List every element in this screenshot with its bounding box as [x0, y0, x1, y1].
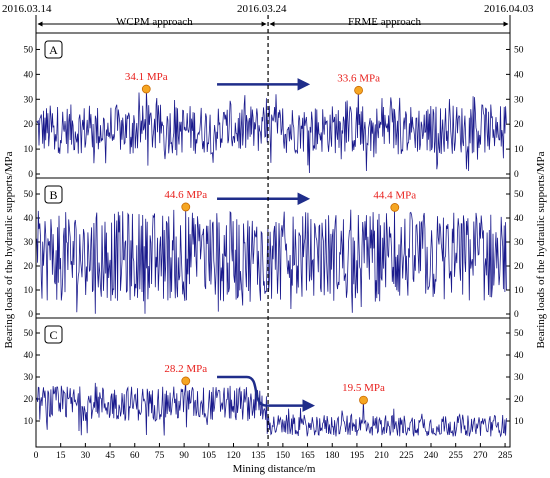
y-tick-label-right: 0: [514, 170, 519, 180]
x-axis-label: Mining distance/m: [233, 463, 316, 475]
y-tick-label-right: 40: [514, 351, 524, 361]
y-tick-label-left: 0: [28, 170, 33, 180]
x-tick-label: 150: [276, 451, 291, 461]
x-tick-label: 210: [375, 451, 390, 461]
series-line-c: [36, 380, 507, 438]
panel-label-a: A: [44, 40, 63, 59]
x-tick-label: 180: [325, 451, 340, 461]
y-tick-label-left: 30: [24, 238, 34, 248]
x-tick-label: 285: [498, 451, 513, 461]
trend-arrow: [217, 375, 315, 412]
panel-label-text: B: [49, 188, 57, 202]
y-tick-label-right: 40: [514, 214, 524, 224]
y-tick-label-right: 30: [514, 373, 524, 383]
y-tick-label-right: 50: [514, 45, 524, 55]
panel-label-text: C: [49, 328, 57, 342]
peak-marker: [181, 376, 191, 386]
panel-label-box: [44, 185, 63, 204]
y-tick-label-right: 30: [514, 238, 524, 248]
y-tick-label-left: 40: [24, 214, 34, 224]
x-tick-label: 135: [251, 451, 266, 461]
x-tick-label: 195: [350, 451, 365, 461]
panel-label-box: [44, 325, 63, 344]
wcpm-approach-label: WCPM approach: [116, 16, 193, 28]
plot-frame: [35, 32, 511, 448]
x-tick-label: 105: [202, 451, 217, 461]
y-tick-label-right: 20: [514, 120, 524, 130]
y-tick-label-left: 10: [24, 286, 34, 296]
y-tick-label-left: 0: [28, 310, 33, 320]
plot-area: A 0 0 10 10 20 20 30 30 40 40 50 50 34.1 MPa 33.6 MPa B…: [24, 15, 524, 461]
y-tick-label-left: 30: [24, 95, 34, 105]
date-end: 2016.04.03: [484, 3, 534, 15]
x-tick-label: 270: [473, 451, 488, 461]
y-tick-label-left: 50: [24, 329, 34, 339]
y-tick-label-right: 10: [514, 286, 524, 296]
x-tick-label: 255: [449, 451, 464, 461]
peak-label: 28.2 MPa: [164, 363, 207, 375]
y-tick-label-left: 30: [24, 373, 34, 383]
y-tick-label-right: 50: [514, 329, 524, 339]
panel-label-c: C: [44, 325, 63, 344]
x-tick-label: 75: [155, 451, 165, 461]
peak-label: 33.6 MPa: [337, 72, 380, 84]
frme-approach-label: FRME approach: [348, 16, 422, 28]
y-tick-label-right: 20: [514, 262, 524, 272]
peak-marker: [181, 202, 191, 212]
x-tick-label: 30: [81, 451, 91, 461]
peak-marker: [354, 85, 363, 95]
y-tick-label-right: 10: [514, 145, 524, 155]
y-tick-label-left: 20: [24, 120, 34, 130]
peak-label: 44.6 MPa: [164, 189, 207, 201]
y-tick-label-right: 0: [514, 310, 519, 320]
x-tick-label: 240: [424, 451, 439, 461]
y-axis-label-right: Bearing loads of the hydraulic supports/…: [535, 151, 547, 348]
panel-label-text: A: [49, 43, 58, 57]
date-middle: 2016.03.24: [237, 3, 287, 15]
x-tick-label: 165: [300, 451, 315, 461]
x-tick-label: 90: [179, 451, 189, 461]
peak-marker: [141, 84, 151, 94]
x-tick-label: 120: [226, 451, 241, 461]
y-tick-label-left: 50: [24, 190, 34, 200]
y-tick-label-right: 40: [514, 70, 524, 80]
peak-marker: [390, 203, 400, 212]
y-tick-label-right: 30: [514, 95, 524, 105]
peak-marker: [359, 395, 368, 405]
x-tick-label: 225: [399, 451, 414, 461]
y-tick-label-left: 50: [24, 45, 34, 55]
x-tick-label: 15: [56, 451, 66, 461]
series-line-b: [36, 206, 507, 314]
y-tick-label-left: 10: [24, 417, 34, 427]
peak-label: 44.4 MPa: [373, 189, 416, 201]
y-tick-label-left: 40: [24, 351, 34, 361]
panel-label-box: [44, 40, 63, 59]
y-tick-label-right: 20: [514, 395, 524, 405]
y-tick-label-right: 50: [514, 190, 524, 200]
y-tick-label-left: 10: [24, 145, 34, 155]
date-start: 2016.03.14: [2, 3, 52, 15]
peak-label: 19.5 MPa: [342, 382, 385, 394]
x-tick-label: 60: [130, 451, 140, 461]
y-tick-label-left: 20: [24, 262, 34, 272]
x-tick-label: 45: [105, 451, 115, 461]
y-tick-label-right: 10: [514, 417, 524, 427]
y-axis-label-left: Bearing loads of the hydraulic supports/…: [3, 151, 15, 348]
y-tick-label-left: 20: [24, 395, 34, 405]
x-tick-label: 0: [34, 451, 39, 461]
peak-label: 34.1 MPa: [125, 71, 168, 83]
y-tick-label-left: 40: [24, 70, 34, 80]
panel-label-b: B: [44, 185, 63, 204]
series-line-a: [36, 89, 507, 174]
